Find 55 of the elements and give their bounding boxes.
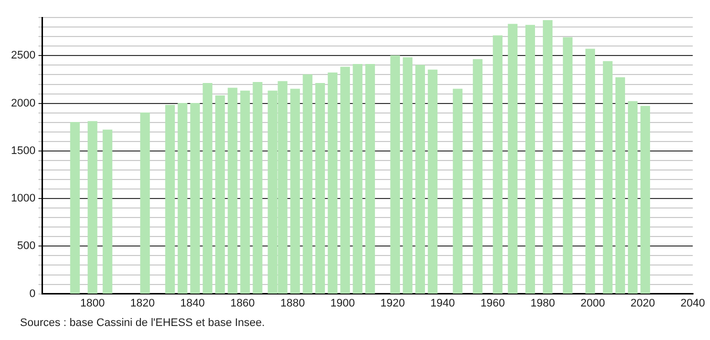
y-tick-label: 1500 (10, 144, 36, 157)
bar (215, 95, 225, 294)
x-tick-label: 1840 (180, 297, 205, 310)
x-tick-label: 1880 (280, 297, 305, 310)
x-tick-label: 2000 (580, 297, 605, 310)
bar (315, 82, 325, 294)
bar (252, 82, 262, 294)
bar (402, 57, 412, 294)
bar (508, 24, 518, 294)
bar (70, 122, 80, 294)
bar (585, 48, 596, 294)
y-tick-label: 2500 (10, 50, 36, 62)
bar (562, 37, 573, 294)
bar (290, 88, 300, 294)
bar (492, 35, 503, 294)
bar (240, 90, 250, 294)
bar (165, 104, 175, 294)
bar (352, 64, 362, 294)
bar (452, 88, 462, 294)
x-tick-label: 1860 (230, 297, 255, 310)
y-tick-label: 0 (29, 288, 36, 300)
bar (640, 106, 650, 294)
x-tick-label: 1960 (480, 297, 505, 310)
bar (542, 20, 553, 294)
bar (140, 112, 150, 294)
bar (190, 102, 200, 294)
bar (178, 102, 188, 294)
bar (428, 70, 438, 294)
bar (328, 72, 338, 294)
bar (615, 77, 626, 294)
bar (365, 64, 375, 294)
bar (415, 64, 425, 294)
x-tick-label: 1940 (430, 297, 455, 310)
y-tick-label: 2000 (10, 97, 36, 110)
x-tick-label: 1980 (530, 297, 555, 310)
bar (302, 74, 312, 294)
bar (202, 82, 212, 294)
bar (525, 24, 536, 294)
y-tick-label: 1000 (10, 192, 36, 205)
bar (102, 130, 112, 294)
bar (602, 61, 613, 294)
x-tick-label: 2040 (680, 297, 706, 310)
bar (472, 59, 482, 294)
x-tick-label: 1820 (130, 297, 155, 310)
source-note: Sources : base Cassini de l'EHESS et base Insee. (20, 317, 266, 329)
bar (340, 66, 350, 294)
bar (390, 55, 400, 294)
bar (88, 121, 98, 294)
x-tick-label: 1900 (330, 297, 355, 310)
y-tick-label: 500 (17, 240, 36, 252)
bar (228, 88, 238, 294)
x-tick-label: 1800 (80, 297, 105, 310)
x-tick-label: 1920 (380, 297, 405, 310)
x-tick-label: 2020 (630, 297, 655, 310)
bar (628, 101, 638, 294)
